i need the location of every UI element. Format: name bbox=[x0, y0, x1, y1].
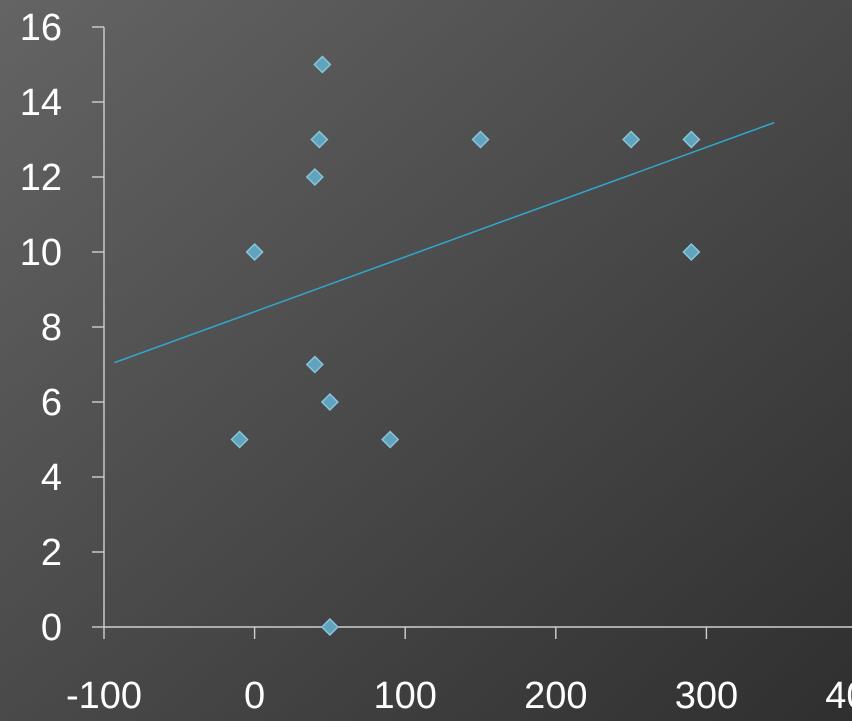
points-layer bbox=[230, 55, 701, 637]
y-tick-label: 12 bbox=[20, 157, 62, 199]
data-point bbox=[682, 130, 701, 149]
data-point bbox=[381, 430, 400, 449]
data-point bbox=[313, 55, 332, 74]
x-tick-label: 300 bbox=[675, 675, 738, 717]
y-tick-label: 8 bbox=[41, 307, 62, 349]
x-tick-label: 100 bbox=[373, 675, 436, 717]
y-tick-label: 0 bbox=[41, 607, 62, 649]
data-point bbox=[471, 130, 490, 149]
x-tick-label: 400 bbox=[825, 675, 852, 717]
data-point bbox=[310, 130, 329, 149]
data-point bbox=[320, 617, 339, 637]
y-tick-label: 16 bbox=[20, 7, 62, 49]
x-tick-label: 0 bbox=[244, 675, 265, 717]
y-tick-label: 4 bbox=[41, 457, 62, 499]
data-point bbox=[305, 355, 324, 374]
data-point bbox=[230, 430, 249, 449]
data-point bbox=[622, 130, 641, 149]
trendline bbox=[114, 121, 775, 364]
y-tick-label: 6 bbox=[41, 382, 62, 424]
data-point bbox=[682, 242, 701, 262]
data-point bbox=[320, 392, 339, 412]
y-tick-label: 10 bbox=[20, 232, 62, 274]
y-tick-label: 2 bbox=[41, 532, 62, 574]
trendline-layer bbox=[114, 121, 775, 364]
y-tick-label: 14 bbox=[20, 82, 62, 124]
x-tick-label: -100 bbox=[66, 675, 142, 717]
data-point bbox=[305, 167, 324, 187]
x-tick-label: 200 bbox=[524, 675, 587, 717]
data-point bbox=[245, 242, 264, 262]
